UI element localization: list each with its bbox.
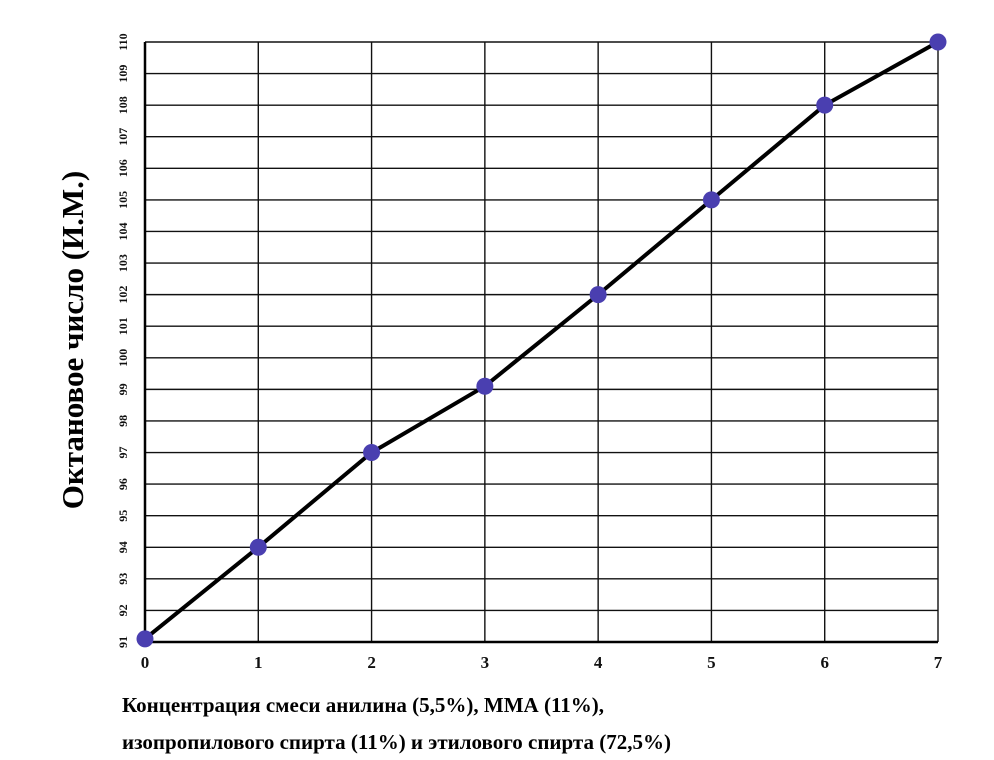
y-tick-label: 94 (116, 541, 130, 553)
y-tick-label: 99 (116, 383, 130, 395)
series-line (143, 40, 940, 641)
x-tick-label: 5 (707, 653, 716, 672)
x-tick-label: 4 (594, 653, 603, 672)
y-tick-label: 91 (116, 636, 130, 648)
y-tick-label: 101 (116, 317, 130, 335)
y-tick-label: 110 (116, 33, 130, 50)
y-tick-label: 108 (116, 96, 130, 114)
y-tick-label: 98 (116, 415, 130, 427)
x-tick-label: 0 (141, 653, 150, 672)
x-axis-label-line-2: изопропилового спирта (11%) и этилового … (122, 730, 671, 754)
y-axis-label: Октановое число (И.М.) (55, 171, 90, 509)
x-axis-label-line-1: Концентрация смеси анилина (5,5%), ММА (… (122, 693, 604, 717)
data-point (136, 630, 154, 648)
x-tick-label: 1 (254, 653, 263, 672)
y-tick-label: 102 (116, 286, 130, 304)
data-point (249, 538, 267, 556)
y-tick-label: 100 (116, 349, 130, 367)
data-point (702, 191, 720, 209)
y-tick-label: 103 (116, 254, 130, 272)
y-tick-labels: 91 92 93 94 95 96 97 98 99 100 101 102 103 104 105 106 1… (116, 33, 130, 648)
y-tick-label: 96 (116, 478, 130, 490)
y-tick-label: 95 (116, 510, 130, 522)
x-tick-label: 6 (820, 653, 829, 672)
series-markers (136, 33, 947, 648)
grid (143, 41, 939, 644)
y-tick-label: 97 (116, 447, 130, 459)
data-point (589, 286, 607, 304)
x-tick-label: 7 (934, 653, 943, 672)
series-line-group (143, 40, 940, 641)
x-tick-label: 2 (367, 653, 376, 672)
y-tick-label: 93 (116, 573, 130, 585)
data-point (929, 33, 947, 51)
y-tick-label: 109 (116, 65, 130, 83)
y-tick-label: 107 (116, 128, 130, 146)
data-point (476, 377, 494, 395)
data-point (816, 96, 834, 114)
y-tick-label: 104 (116, 223, 130, 241)
x-tick-labels: 0 1 2 3 4 5 6 7 (141, 653, 943, 672)
data-point (363, 444, 381, 462)
x-tick-label: 3 (481, 653, 490, 672)
y-tick-label: 105 (116, 191, 130, 209)
y-tick-label: 106 (116, 159, 130, 177)
y-tick-label: 92 (116, 604, 130, 616)
